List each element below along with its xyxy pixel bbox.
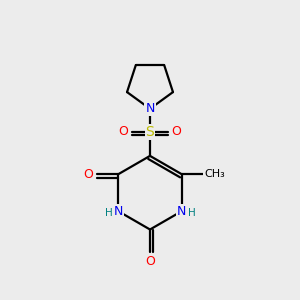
Text: O: O	[172, 125, 182, 138]
Text: O: O	[118, 125, 128, 138]
Text: O: O	[84, 168, 94, 181]
Text: N: N	[113, 205, 123, 218]
Text: N: N	[177, 205, 187, 218]
Text: H: H	[188, 208, 196, 218]
Text: S: S	[146, 125, 154, 139]
Text: N: N	[145, 102, 155, 115]
Text: O: O	[145, 255, 155, 268]
Text: CH₃: CH₃	[204, 169, 225, 179]
Text: H: H	[104, 208, 112, 218]
